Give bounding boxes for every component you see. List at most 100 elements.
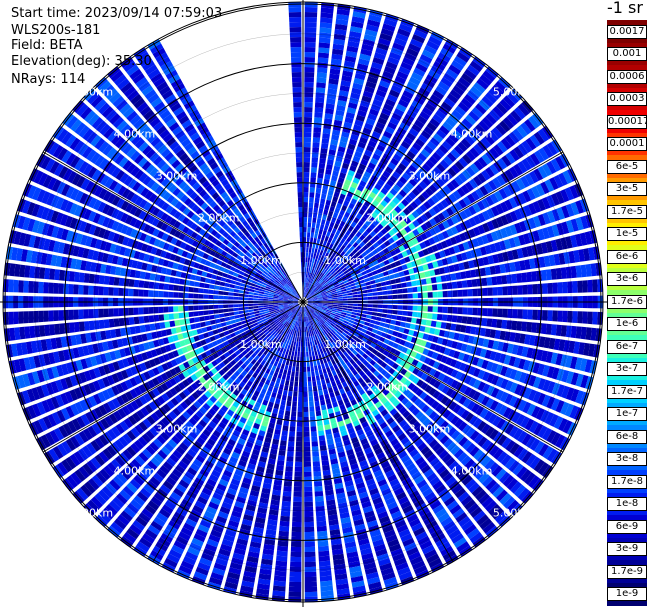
data-cell [402,288,408,294]
data-cell [295,341,299,347]
data-cell [411,237,419,245]
data-cell [318,300,323,302]
data-cell [194,317,200,323]
data-cell [413,67,426,77]
data-cell [441,209,450,219]
data-cell [367,19,381,28]
data-cell [397,305,403,310]
data-cell [329,221,335,228]
data-cell [390,209,399,217]
data-cell [496,275,503,285]
data-cell [396,223,404,231]
data-cell [281,505,291,512]
data-cell [427,246,434,254]
data-cell [290,421,296,427]
data-cell [336,268,342,274]
data-cell [363,212,370,219]
data-cell [307,262,310,268]
data-cell [401,198,410,207]
data-cell [396,283,402,289]
data-cell [369,9,383,18]
data-cell [319,27,332,34]
data-cell [323,178,330,185]
data-cell [344,179,352,186]
data-cell [430,276,437,284]
data-cell [317,364,322,371]
data-cell [437,232,445,241]
data-cell [308,283,312,289]
data-cell [320,290,326,294]
data-cell [314,264,318,270]
data-cell [366,311,373,315]
data-cell [158,306,164,314]
data-cell [373,324,380,330]
data-cell [387,212,395,221]
data-cell [345,284,351,289]
data-cell [446,256,453,265]
data-cell [282,495,292,502]
data-cell [324,362,329,369]
data-cell [365,227,373,234]
data-cell [312,461,321,467]
data-cell [398,23,413,33]
data-cell [361,261,368,267]
data-cell [289,581,302,587]
data-cell [425,277,432,285]
data-cell [331,289,337,293]
data-cell [552,282,558,294]
data-cell [330,262,336,268]
data-cell [153,306,159,314]
data-cell [277,455,285,461]
data-cell [447,306,453,314]
data-cell [411,317,417,324]
data-cell [198,305,204,310]
data-cell [372,57,385,66]
data-cell [452,190,462,200]
data-cell [389,274,395,280]
data-cell [297,401,303,407]
data-cell [351,263,358,269]
data-cell [322,240,328,247]
data-cell [331,291,337,295]
data-cell [314,495,324,502]
data-cell [286,451,294,457]
data-cell [337,242,343,249]
data-cell [312,258,315,264]
data-cell [322,133,330,140]
data-cell [327,281,333,286]
data-cell [307,272,310,278]
data-cell [497,308,503,318]
data-cell [318,555,330,562]
data-cell [420,213,429,222]
data-cell [544,179,555,192]
data-cell [448,113,460,124]
data-cell [441,314,448,321]
data-cell [304,102,313,108]
data-cell [348,202,355,210]
data-cell [380,199,388,208]
data-cell [412,305,418,311]
data-cell [304,62,315,68]
data-cell [310,263,314,269]
data-cell [286,456,294,462]
data-cell [361,313,367,318]
data-cell [310,177,316,183]
data-cell [368,14,382,23]
data-cell [366,76,378,84]
data-cell [284,410,291,417]
data-cell [326,272,331,277]
data-cell [303,227,307,233]
data-cell [336,181,343,189]
data-cell [442,306,448,314]
data-cell [359,53,371,61]
data-cell [375,47,388,56]
data-cell [380,317,387,323]
data-cell [422,163,432,173]
data-cell [223,304,229,309]
data-cell [320,450,328,456]
data-cell [341,267,348,273]
data-cell [293,491,302,497]
data-cell [371,187,380,195]
data-cell [353,257,360,264]
